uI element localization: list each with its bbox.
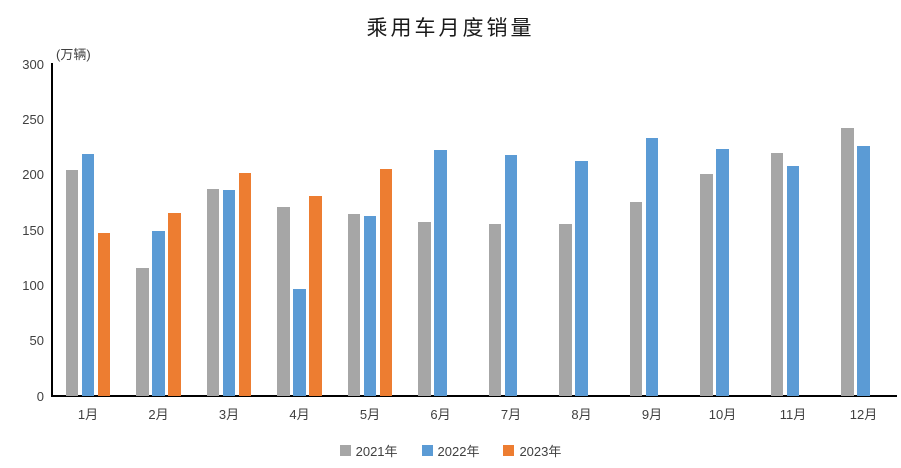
bar-2021年-7月 bbox=[488, 224, 502, 396]
bar-2021年-12月 bbox=[841, 127, 854, 396]
bar-2022年-1月 bbox=[81, 154, 95, 396]
legend-label: 2021年 bbox=[355, 443, 398, 459]
legend-swatch-icon bbox=[503, 444, 515, 456]
bar-2022年-5月 bbox=[363, 216, 377, 396]
bar-2023年-1月 bbox=[97, 233, 111, 396]
y-axis-tick-label: 300 bbox=[22, 56, 44, 72]
bar-2022年-8月 bbox=[575, 160, 588, 396]
bar-2022年-10月 bbox=[716, 149, 729, 396]
legend-item: 2021年 bbox=[339, 441, 398, 460]
legend-label: 2023年 bbox=[519, 443, 562, 459]
chart-title: 乘用车月度销量 bbox=[366, 16, 535, 40]
bar-2021年-8月 bbox=[559, 224, 572, 396]
bar-2022年-2月 bbox=[152, 231, 165, 396]
x-axis-label: 7月 bbox=[500, 407, 522, 422]
legend-label: 2022年 bbox=[437, 443, 480, 459]
bar-2021年-1月 bbox=[65, 169, 79, 396]
bar-2021年-2月 bbox=[136, 268, 149, 396]
x-axis-label: 6月 bbox=[430, 407, 451, 422]
x-axis-label: 1月 bbox=[77, 407, 99, 422]
bar-2023年-5月 bbox=[379, 169, 393, 396]
y-axis-tick-label: 0 bbox=[36, 388, 44, 404]
bar-2022年-6月 bbox=[434, 150, 447, 396]
bar-2022年-7月 bbox=[504, 155, 518, 396]
bar-2022年-4月 bbox=[293, 289, 306, 396]
y-axis-tick-label: 100 bbox=[22, 277, 44, 293]
legend-swatch-icon bbox=[339, 444, 351, 456]
x-axis-label: 9月 bbox=[641, 407, 663, 422]
y-axis-tick-label: 150 bbox=[22, 222, 44, 238]
bar-2021年-4月 bbox=[277, 207, 290, 396]
x-axis-label: 5月 bbox=[359, 407, 381, 422]
bar-2021年-3月 bbox=[206, 188, 220, 396]
x-axis-line bbox=[51, 395, 897, 397]
legend-item: 2023年 bbox=[503, 441, 561, 460]
y-axis-tick-label: 200 bbox=[22, 167, 44, 183]
bar-2021年-10月 bbox=[700, 174, 713, 396]
x-axis-label: 10月 bbox=[708, 407, 737, 422]
y-axis-unit-label: (万辆) bbox=[56, 47, 91, 62]
bar-2022年-11月 bbox=[786, 166, 800, 396]
bar-2022年-12月 bbox=[857, 145, 870, 396]
bar-2021年-5月 bbox=[347, 213, 361, 396]
bar-2023年-4月 bbox=[309, 195, 322, 396]
x-axis-label: 2月 bbox=[148, 407, 169, 422]
legend-item: 2022年 bbox=[421, 441, 480, 460]
x-axis-label: 3月 bbox=[218, 407, 240, 422]
bar-2021年-6月 bbox=[418, 222, 431, 396]
bar-2022年-3月 bbox=[222, 189, 236, 396]
x-axis-label: 4月 bbox=[289, 407, 310, 422]
legend: 2021年 2022年 2023年 bbox=[0, 441, 901, 459]
x-axis-label: 11月 bbox=[779, 407, 807, 422]
bar-2021年-9月 bbox=[629, 202, 643, 396]
x-axis-label: 8月 bbox=[571, 407, 592, 422]
x-axis-label: 12月 bbox=[849, 407, 878, 422]
bar-2022年-9月 bbox=[645, 137, 659, 396]
y-axis-line bbox=[51, 63, 53, 396]
bar-2023年-2月 bbox=[168, 213, 181, 396]
legend-swatch-icon bbox=[421, 444, 433, 456]
y-axis-tick-label: 50 bbox=[29, 333, 44, 349]
bar-2021年-11月 bbox=[770, 153, 784, 396]
bar-2023年-3月 bbox=[238, 172, 252, 396]
y-axis-tick-label: 250 bbox=[22, 111, 44, 127]
